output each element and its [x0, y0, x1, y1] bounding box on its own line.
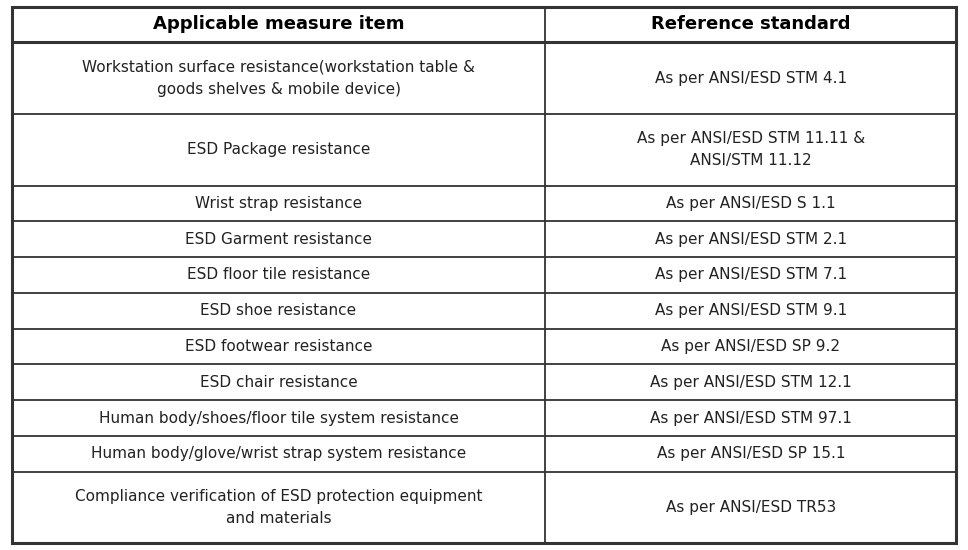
Text: ESD Garment resistance: ESD Garment resistance [185, 232, 372, 247]
Text: As per ANSI/ESD STM 12.1: As per ANSI/ESD STM 12.1 [650, 375, 852, 390]
Text: ESD footwear resistance: ESD footwear resistance [185, 339, 373, 354]
Text: Compliance verification of ESD protection equipment
and materials: Compliance verification of ESD protectio… [75, 489, 482, 526]
Text: As per ANSI/ESD SP 15.1: As per ANSI/ESD SP 15.1 [656, 447, 845, 461]
Text: As per ANSI/ESD S 1.1: As per ANSI/ESD S 1.1 [666, 196, 835, 211]
Text: As per ANSI/ESD STM 11.11 &
ANSI/STM 11.12: As per ANSI/ESD STM 11.11 & ANSI/STM 11.… [637, 131, 865, 168]
Text: Human body/glove/wrist strap system resistance: Human body/glove/wrist strap system resi… [91, 447, 467, 461]
Text: Workstation surface resistance(workstation table &
goods shelves & mobile device: Workstation surface resistance(workstati… [82, 59, 475, 97]
Text: As per ANSI/ESD STM 7.1: As per ANSI/ESD STM 7.1 [654, 267, 847, 283]
Bar [12, 114, 956, 185]
Text: Human body/shoes/floor tile system resistance: Human body/shoes/floor tile system resis… [99, 411, 459, 426]
Text: As per ANSI/ESD STM 97.1: As per ANSI/ESD STM 97.1 [650, 411, 852, 426]
Text: ESD Package resistance: ESD Package resistance [187, 142, 370, 157]
Text: As per ANSI/ESD STM 9.1: As per ANSI/ESD STM 9.1 [654, 303, 847, 318]
Bar [12, 221, 956, 257]
Bar [12, 329, 956, 365]
Text: ESD shoe resistance: ESD shoe resistance [200, 303, 356, 318]
Text: As per ANSI/ESD STM 2.1: As per ANSI/ESD STM 2.1 [654, 232, 847, 247]
Text: Wrist strap resistance: Wrist strap resistance [195, 196, 362, 211]
Text: ESD floor tile resistance: ESD floor tile resistance [187, 267, 370, 283]
Text: As per ANSI/ESD TR53: As per ANSI/ESD TR53 [666, 500, 836, 515]
Bar [12, 42, 956, 114]
Text: As per ANSI/ESD STM 4.1: As per ANSI/ESD STM 4.1 [654, 70, 847, 86]
Bar [12, 365, 956, 400]
Text: ESD chair resistance: ESD chair resistance [199, 375, 357, 390]
Bar [12, 400, 956, 436]
Text: As per ANSI/ESD SP 9.2: As per ANSI/ESD SP 9.2 [661, 339, 840, 354]
Bar [12, 293, 956, 329]
Bar [12, 436, 956, 472]
Bar [12, 472, 956, 543]
Text: Applicable measure item: Applicable measure item [153, 15, 405, 34]
Bar [12, 7, 956, 42]
Text: Reference standard: Reference standard [651, 15, 851, 34]
Bar [12, 185, 956, 221]
Bar [12, 257, 956, 293]
